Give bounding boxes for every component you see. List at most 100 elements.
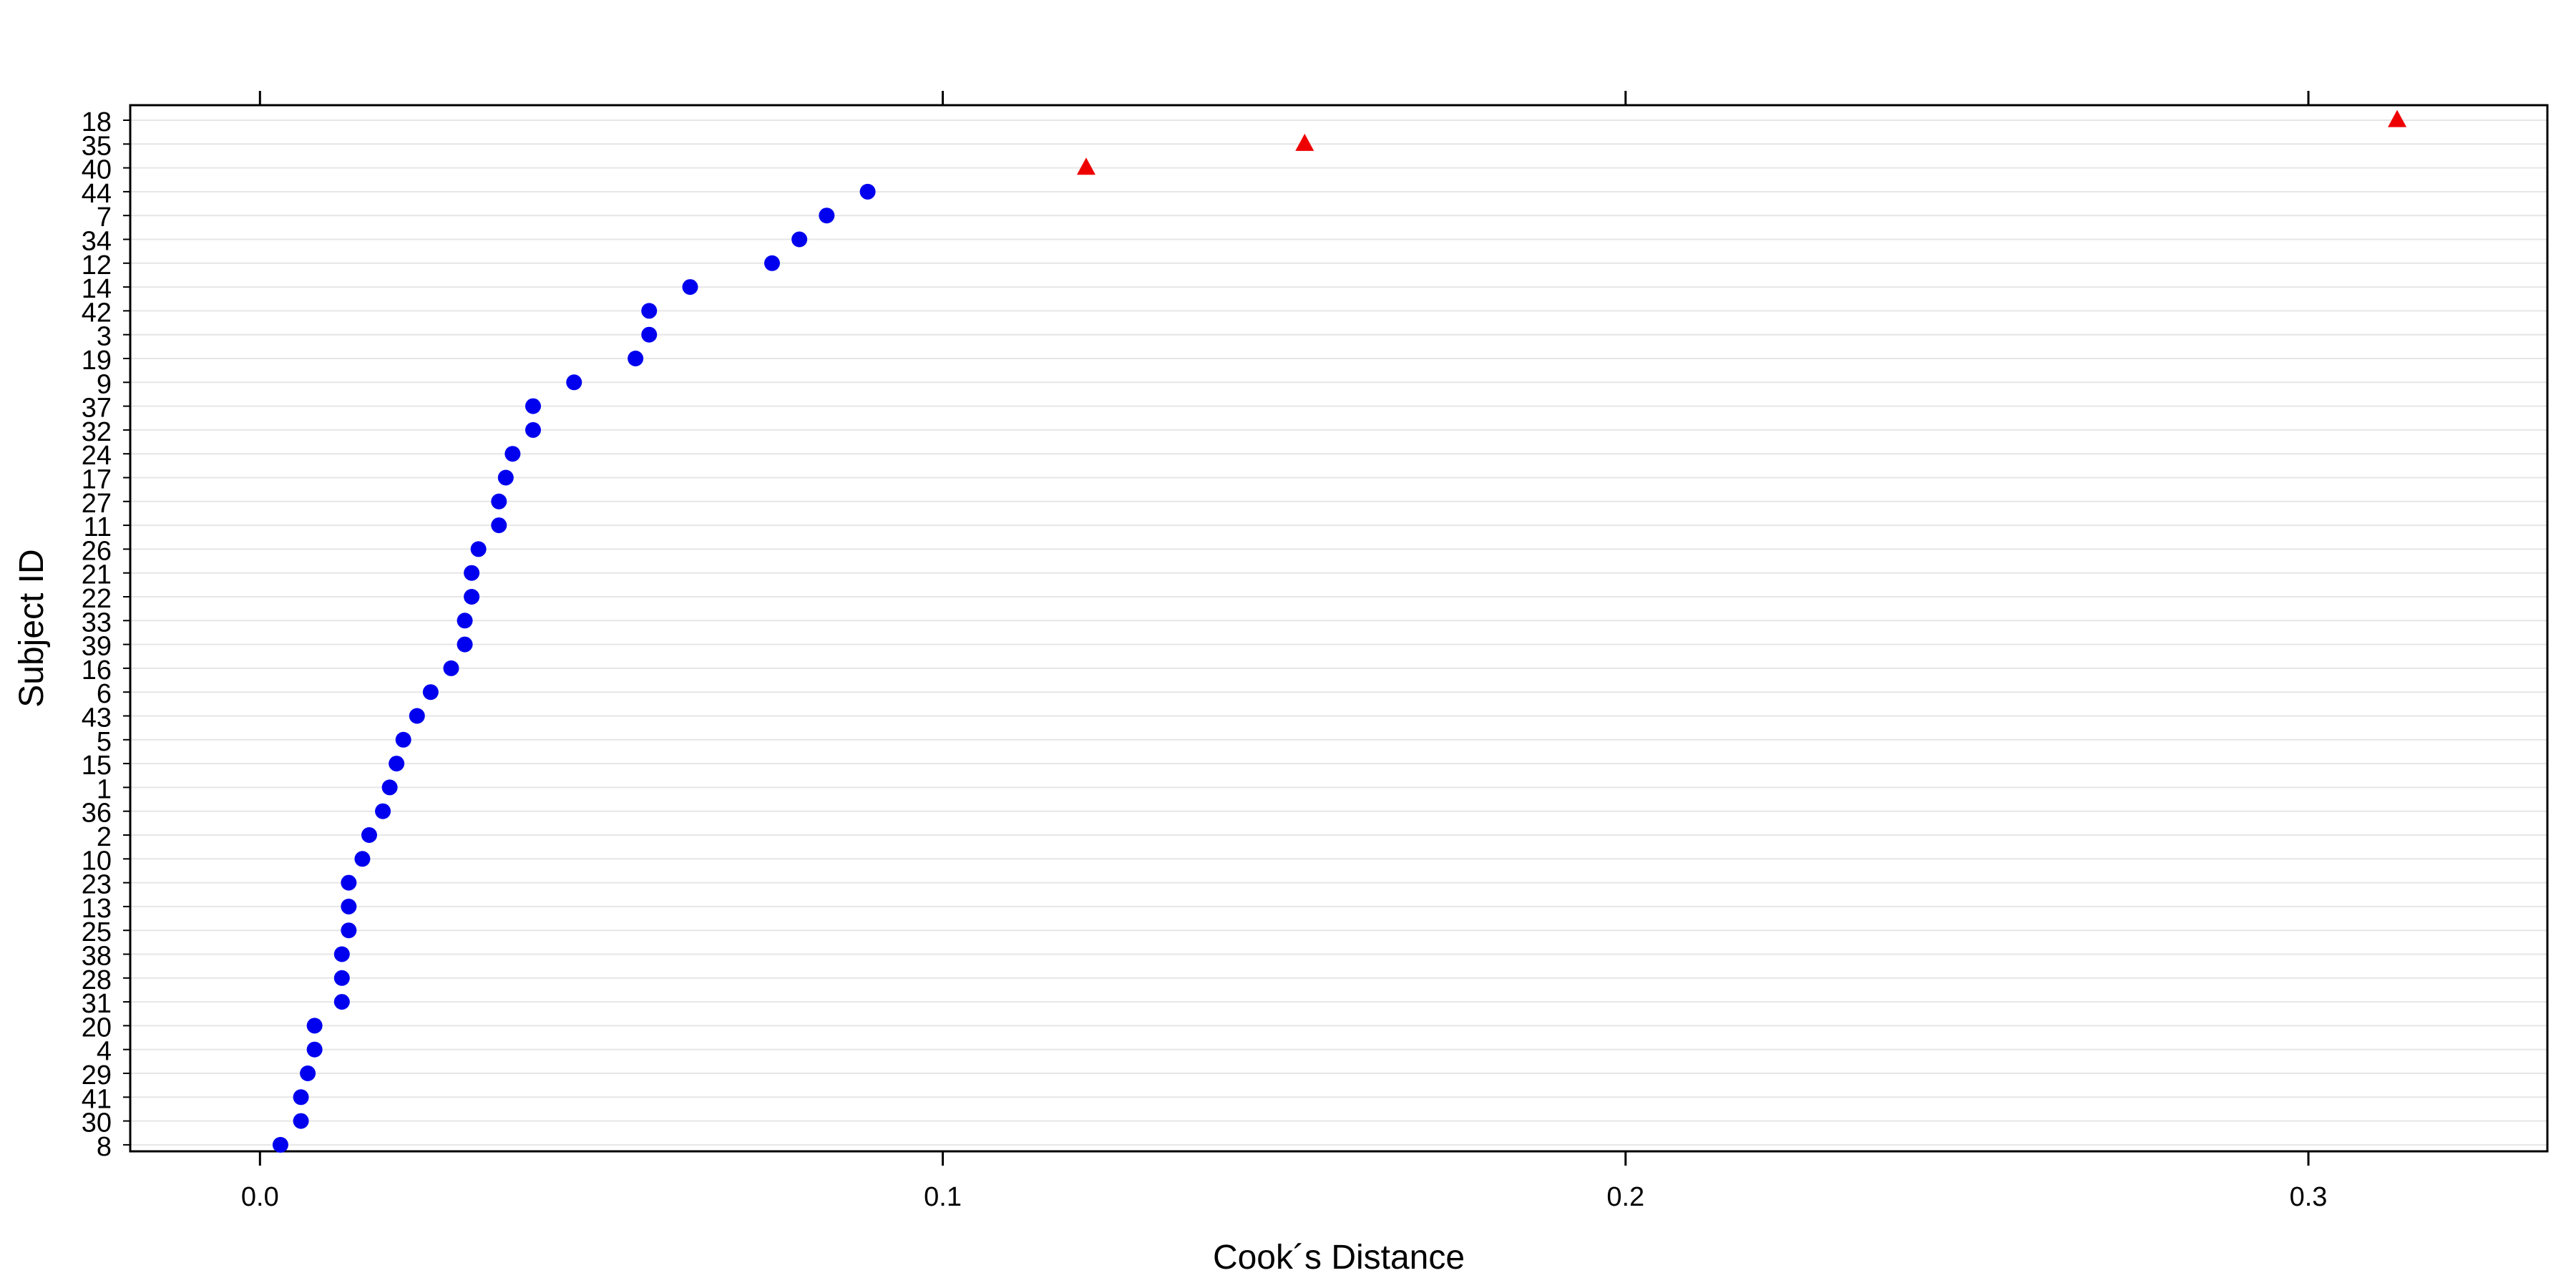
x-axis-title: Cook´s Distance [1213,1239,1465,1277]
y-tick-label-22: 22 [82,584,112,614]
data-point-1 [381,779,398,796]
y-tick-label-43: 43 [82,703,112,733]
data-point-36 [375,803,391,819]
data-point-11 [491,517,507,534]
x-tick-label-0: 0.0 [241,1182,279,1212]
y-tick-label-44: 44 [82,179,112,209]
x-tick-label-3: 0.3 [2290,1182,2328,1212]
data-point-29 [300,1065,316,1081]
data-point-20 [306,1018,323,1034]
y-tick-label-42: 42 [82,298,112,328]
y-tick-label-33: 33 [82,608,112,638]
y-tick-label-37: 37 [82,394,112,424]
y-tick-label-4: 4 [97,1037,112,1067]
y-tick-label-20: 20 [82,1013,112,1043]
x-tick-labels: 0.0 0.1 0.2 0.3 [241,1182,2328,1212]
data-point-23 [341,874,357,891]
x-tick-label-2: 0.2 [1606,1182,1644,1212]
data-point-24 [504,446,521,462]
data-point-22 [464,589,480,605]
y-tick-label-1: 1 [97,774,112,804]
data-points [272,109,2407,1153]
y-tick-label-9: 9 [97,369,112,399]
y-tick-label-31: 31 [82,989,112,1019]
y-tick-label-41: 41 [82,1084,112,1114]
data-point-26 [470,541,487,557]
y-tick-label-19: 19 [82,346,112,376]
data-point-39 [457,636,473,653]
data-point-42 [641,303,658,319]
plot-frame [129,104,2549,1153]
data-point-2 [361,827,377,843]
y-tick-label-25: 25 [82,917,112,947]
data-point-27 [491,493,507,509]
data-point-4 [306,1041,323,1058]
y-tick-label-5: 5 [97,727,112,757]
y-tick-label-15: 15 [82,751,112,781]
data-point-14 [682,279,698,296]
y-tick-label-10: 10 [82,846,112,876]
data-point-38 [333,946,350,962]
outlier-point-40 [1076,157,1096,175]
data-point-10 [354,851,371,867]
y-tick-label-3: 3 [97,322,112,352]
data-point-8 [272,1136,288,1153]
y-tick-label-27: 27 [82,489,112,519]
y-tick-label-14: 14 [82,274,112,304]
y-tick-label-12: 12 [82,250,112,280]
y-tick-label-13: 13 [82,894,112,924]
data-point-34 [791,231,808,248]
data-point-16 [443,660,459,676]
data-point-41 [293,1089,309,1106]
y-tick-label-17: 17 [82,465,112,495]
data-point-5 [395,731,411,748]
data-point-13 [341,898,357,914]
y-tick-label-39: 39 [82,632,112,662]
y-tick-label-6: 6 [97,679,112,709]
y-tick-label-35: 35 [82,131,112,161]
y-tick-label-18: 18 [82,107,112,137]
data-point-32 [525,421,541,438]
data-point-44 [859,183,876,200]
y-tick-labels: 1835404473412144231993732241727112621223… [82,107,112,1162]
data-point-19 [628,351,644,366]
data-point-31 [333,994,350,1010]
data-point-3 [641,326,658,343]
data-point-15 [389,756,405,772]
y-tick-label-16: 16 [82,655,112,686]
y-tick-label-28: 28 [82,965,112,995]
y-axis-title: Subject ID [13,549,51,707]
y-tick-label-7: 7 [97,203,112,233]
y-tick-label-32: 32 [82,417,112,447]
y-tick-label-40: 40 [82,155,112,185]
outlier-point-35 [1295,133,1314,151]
y-tick-label-11: 11 [84,512,112,542]
grid-lines [130,119,2547,1146]
data-point-9 [566,374,582,391]
y-tick-label-29: 29 [82,1060,112,1091]
data-point-28 [333,970,350,986]
y-tick-label-38: 38 [82,942,112,972]
axis-ticks [123,91,2310,1166]
x-tick-label-1: 0.1 [924,1182,962,1212]
data-point-12 [763,255,780,271]
data-point-37 [525,398,541,414]
y-tick-label-30: 30 [82,1108,112,1138]
data-point-7 [819,208,835,224]
y-tick-label-36: 36 [82,799,112,829]
y-tick-label-8: 8 [97,1132,112,1162]
data-point-43 [409,708,425,724]
y-tick-label-24: 24 [82,441,112,471]
data-point-33 [457,613,473,629]
data-point-25 [341,922,357,939]
data-point-17 [497,469,514,486]
y-tick-label-21: 21 [82,560,112,590]
y-tick-label-23: 23 [82,870,112,900]
y-tick-label-26: 26 [82,536,112,566]
y-tick-label-2: 2 [97,822,112,852]
data-point-21 [464,565,480,581]
data-point-30 [293,1113,309,1129]
outlier-point-18 [2388,109,2407,127]
